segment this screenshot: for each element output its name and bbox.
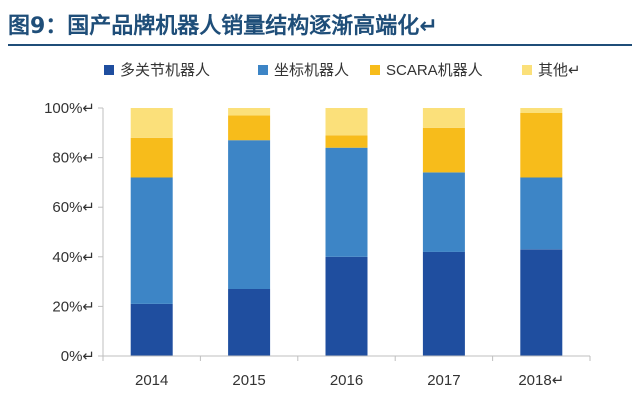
legend-label-0: 多关节机器人 [120,62,210,79]
x-tick-label-4: 2018↵ [518,372,564,389]
bars [130,108,563,356]
bar-2016-series-3 [325,108,368,136]
bar-2015-series-2 [228,115,271,141]
bar-2014-series-2 [130,137,173,178]
bar-2018-series-1 [520,177,563,250]
bar-2016-series-1 [325,147,368,257]
bar-2018-series-2 [520,113,563,178]
bar-2016-series-2 [325,135,368,148]
y-tick-label-4: 80%↵ [52,150,95,167]
bar-2014-series-1 [130,177,173,304]
bar-2017-series-2 [422,127,465,173]
legend-label-1: 坐标机器人 [274,62,349,79]
bar-2017-series-0 [422,251,465,356]
y-tick-label-2: 40%↵ [52,249,95,266]
x-tick-label-2: 2016 [330,372,363,389]
y-tick-label-1: 20%↵ [52,298,95,315]
legend-swatch-1 [258,65,268,75]
y-tick-label-0: 0%↵ [61,348,95,365]
legend-swatch-3 [522,65,532,75]
bar-2015-series-0 [228,289,271,356]
y-tick-label-3: 60%↵ [52,199,95,216]
x-tick-label-3: 2017 [427,372,460,389]
bar-2015-series-1 [228,140,271,289]
x-tick-label-1: 2015 [232,372,265,389]
title-underline [8,44,632,46]
legend-swatch-0 [104,65,114,75]
legend-label-2: SCARA机器人 [386,62,483,79]
bar-2015-series-3 [228,108,271,116]
x-axis: 2014 2015 2016 2017 2018↵ [102,355,591,389]
bar-2017-series-1 [422,172,465,252]
bar-2014-series-3 [130,108,173,138]
bar-2018-series-0 [520,249,563,356]
chart-title: 图9：国产品牌机器人销量结构逐渐高端化↵ [8,14,438,39]
y-tick-label-5: 100%↵ [44,100,95,117]
bar-2014-series-0 [130,303,173,356]
legend-swatch-2 [370,65,380,75]
x-tick-label-0: 2014 [135,372,168,389]
bar-2017-series-3 [422,108,465,128]
legend-label-3: 其他↵ [538,62,581,79]
y-axis: 0%↵ 20%↵ 40%↵ 60%↵ 80%↵ 100%↵ [44,100,104,365]
bar-2018-series-3 [520,108,563,113]
legend: 多关节机器人 坐标机器人 SCARA机器人 其他↵ [104,62,581,79]
bar-2016-series-0 [325,256,368,356]
